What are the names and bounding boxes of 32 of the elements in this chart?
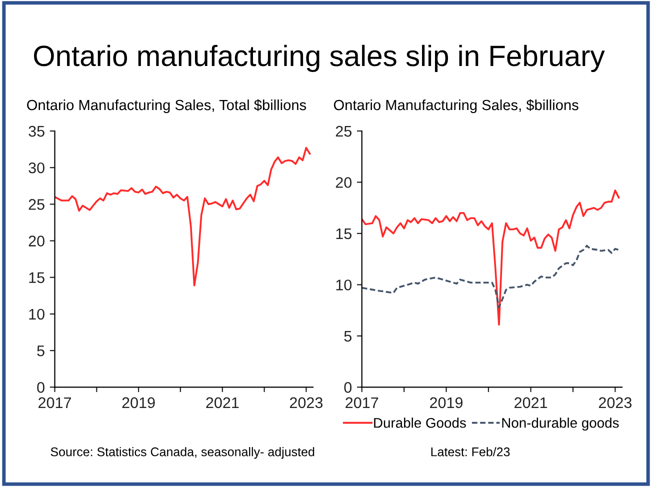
y-tick-label: 0 [37,382,44,393]
source-note: Source: Statistics Canada, seasonally- adjusted [50,447,314,459]
x-tick-label: 2021 [206,397,239,408]
y-tick-label: 0 [344,382,352,393]
y-tick-label: 35 [28,126,44,137]
legend-label: Non-durable goods [502,418,619,431]
x-tick-label: 2021 [514,397,548,408]
y-tick-label: 15 [336,228,352,240]
line-series [54,146,311,286]
y-tick-label: 10 [336,280,352,290]
x-tick-label: 2017 [346,397,378,408]
x-tick-label: 2019 [122,397,155,408]
y-tick-label: 20 [336,177,352,188]
line-series [362,244,620,308]
chart-subtitle: Ontario Manufacturing Sales, Total $billions [27,99,306,114]
x-tick-label: 2017 [38,397,71,408]
y-tick-label: 5 [344,330,352,342]
text: Latest: Feb/23 [431,447,510,456]
y-tick-label: 30 [28,162,44,174]
y-tick-label: 20 [28,236,44,246]
y-tick-label: 25 [28,199,44,210]
y-tick-label: 5 [37,346,44,356]
x-tick-label: 2019 [430,397,463,408]
x-tick-label: 2023 [598,397,632,408]
chart-title: Ontario manufacturing sales slip in February [34,44,605,72]
line-series [362,190,620,326]
legend-label: Durable Goods [374,418,466,428]
chart-subtitle: Ontario Manufacturing Sales, $billions [334,99,578,114]
y-tick-label: 15 [29,272,44,284]
y-tick-label: 10 [29,308,44,320]
y-tick-label: 25 [336,126,352,137]
x-tick-label: 2023 [290,397,323,408]
